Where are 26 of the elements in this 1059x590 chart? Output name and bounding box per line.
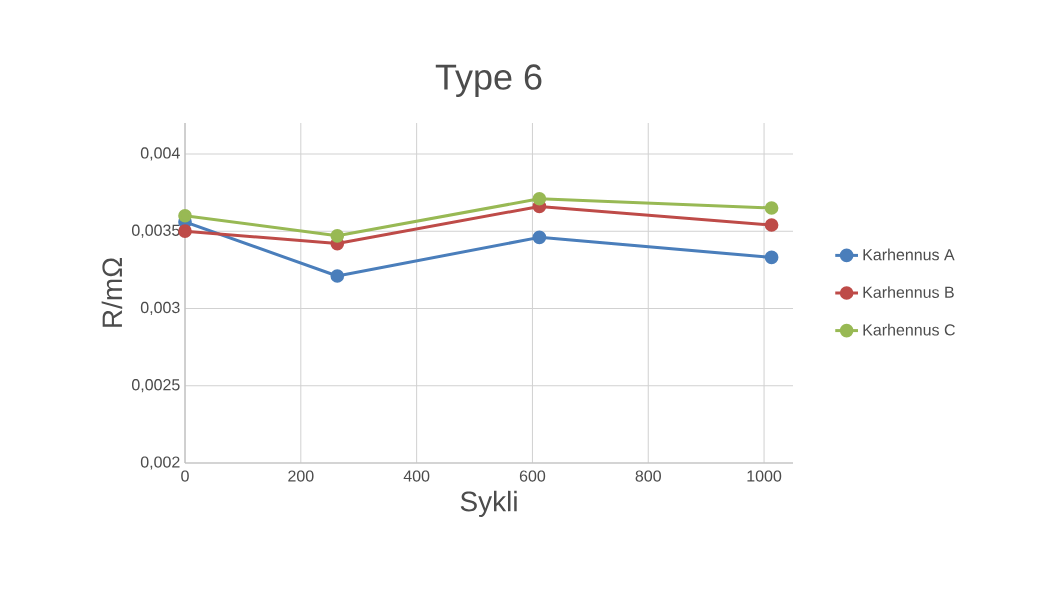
point bbox=[178, 224, 192, 239]
y-axis-title: R/mΩ bbox=[101, 258, 123, 327]
x-tick-label: 400 bbox=[403, 470, 430, 482]
point bbox=[532, 230, 547, 245]
y-tick-label: 0,0035 bbox=[131, 224, 180, 238]
point bbox=[330, 228, 345, 243]
point bbox=[764, 201, 779, 215]
x-axis-title: Sykli bbox=[460, 490, 517, 517]
chart-title: Type 6 bbox=[435, 64, 542, 97]
x-tick-label: 0 bbox=[181, 470, 189, 482]
point bbox=[764, 250, 779, 265]
x-tick-label: 800 bbox=[635, 470, 661, 482]
point bbox=[178, 208, 192, 223]
point bbox=[764, 218, 779, 232]
legend-label: Karhennus B bbox=[863, 286, 954, 298]
y-tick-label: 0,0025 bbox=[131, 379, 180, 393]
y-tick-label: 0,003 bbox=[140, 301, 180, 316]
point bbox=[330, 269, 345, 283]
legend-label: Karhennus C bbox=[863, 323, 955, 336]
legend-label: Karhennus A bbox=[863, 248, 955, 261]
y-tick-label: 0,004 bbox=[140, 147, 180, 161]
x-tick-label: 200 bbox=[288, 470, 314, 482]
y-tick-label: 0,002 bbox=[140, 456, 180, 470]
point bbox=[532, 191, 547, 206]
x-tick-label: 1000 bbox=[747, 470, 782, 482]
x-tick-label: 600 bbox=[519, 470, 546, 482]
